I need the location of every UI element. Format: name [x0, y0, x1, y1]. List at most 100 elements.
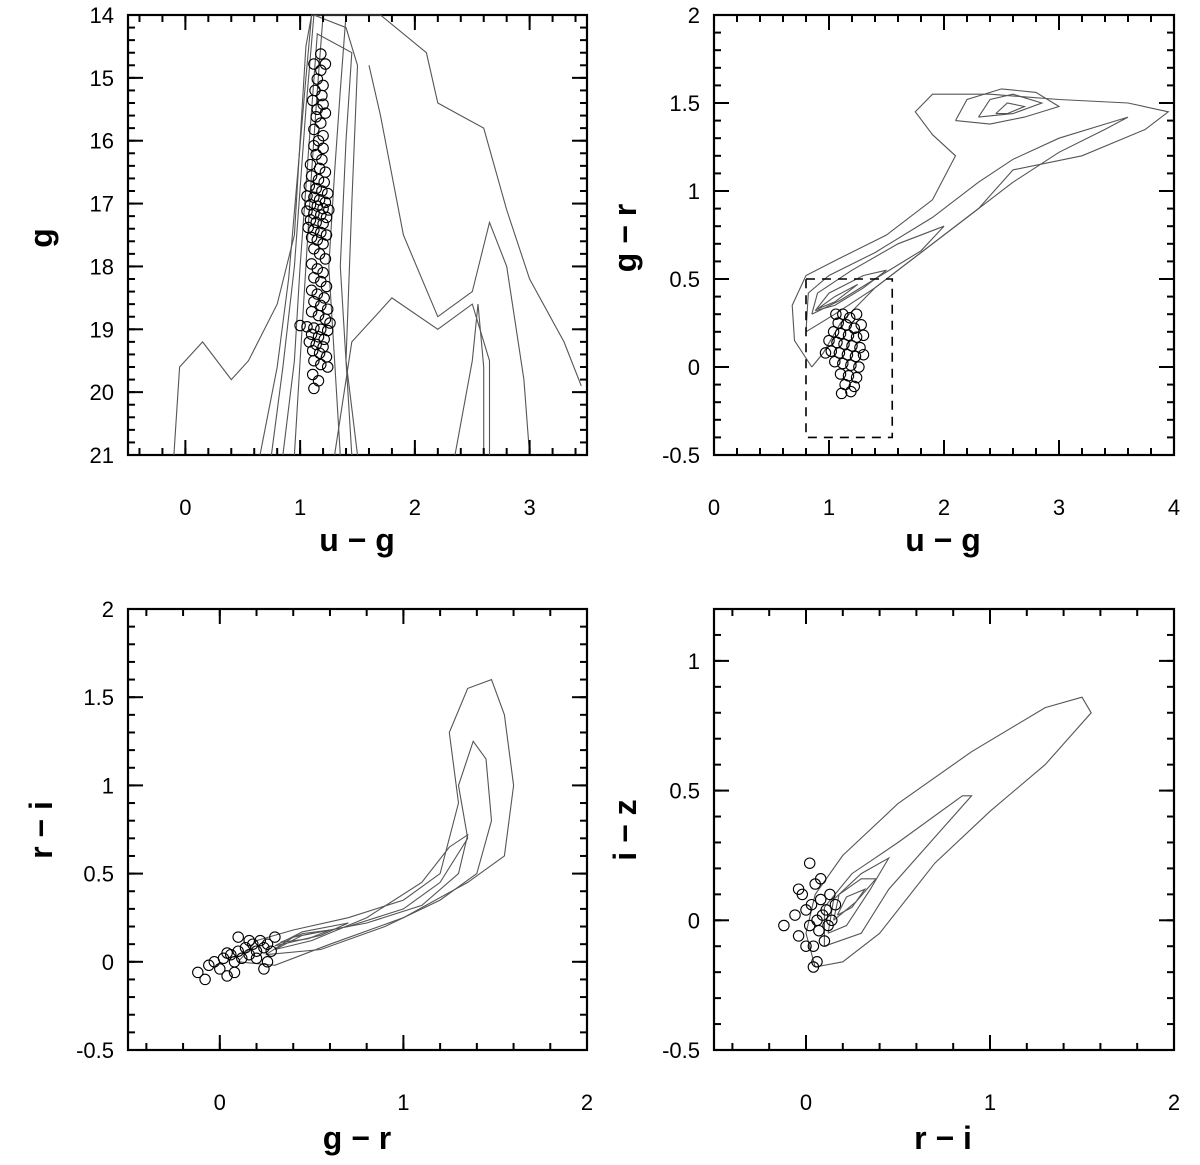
y-axis-label: g − r — [607, 204, 643, 272]
density-contour — [259, 14, 313, 456]
data-point — [199, 973, 211, 986]
data-point — [319, 253, 332, 265]
density-contour — [817, 283, 859, 310]
data-point — [305, 305, 318, 318]
data-point — [312, 331, 325, 343]
extras-layer — [805, 278, 894, 439]
data-point — [236, 952, 248, 965]
data-point — [306, 368, 319, 381]
data-point — [845, 385, 857, 398]
y-tick-label: 0 — [102, 950, 114, 975]
points-layer — [294, 48, 336, 395]
y-tick-label: 0.5 — [669, 267, 700, 292]
density-contour — [265, 740, 493, 956]
x-tick-label: 3 — [524, 495, 536, 520]
data-point — [306, 344, 319, 357]
y-tick-label: 16 — [90, 129, 114, 154]
data-point — [301, 321, 313, 333]
data-point — [321, 361, 334, 373]
data-point — [811, 956, 823, 968]
data-point — [258, 941, 270, 954]
data-point — [203, 959, 215, 972]
y-tick-label: 20 — [90, 380, 114, 405]
data-point — [825, 345, 838, 357]
data-point — [807, 940, 820, 952]
density-contour — [274, 833, 469, 951]
y-tick-label: 1.5 — [669, 91, 700, 116]
x-tick-label: 4 — [1168, 495, 1180, 520]
data-point — [311, 73, 324, 85]
x-tick-label: 1 — [984, 1090, 996, 1115]
panel-r-i-vs-g-r: 0 1 2 -0.5 0 0.5 1 1.5 2 g − r r − i — [23, 597, 593, 1156]
data-point — [792, 930, 805, 942]
data-point — [308, 354, 320, 367]
data-point — [838, 338, 850, 350]
x-tick-label: 1 — [397, 1090, 409, 1115]
data-point — [820, 904, 832, 916]
x-tick-label: 0 — [179, 495, 191, 520]
y-tick-label: -0.5 — [662, 1038, 700, 1063]
data-point — [841, 348, 854, 361]
y-tick-label: 19 — [90, 317, 114, 342]
data-point — [837, 308, 849, 320]
data-point — [308, 123, 320, 136]
x-tick-label: 3 — [1053, 495, 1065, 520]
density-contour — [823, 795, 973, 947]
data-point — [308, 224, 320, 236]
data-point — [250, 952, 263, 965]
points-layer — [819, 308, 870, 400]
data-point — [243, 948, 255, 961]
x-tick-label: 2 — [581, 1090, 593, 1115]
data-point — [232, 931, 244, 943]
data-point — [814, 893, 827, 906]
data-point — [827, 326, 840, 338]
data-point — [308, 207, 320, 220]
data-point — [269, 931, 281, 943]
data-point — [805, 898, 818, 911]
y-tick-label: -0.5 — [662, 443, 700, 468]
y-tick-label: -0.5 — [76, 1038, 114, 1063]
data-point — [830, 308, 842, 320]
data-point — [321, 187, 334, 200]
data-point — [857, 329, 870, 342]
data-point — [315, 358, 327, 371]
data-point — [312, 173, 325, 186]
data-point — [232, 945, 244, 957]
data-point — [247, 938, 259, 950]
panel-g-vs-u-g: 0 1 2 3 14 15 16 17 18 19 20 21 u − g g — [23, 3, 589, 558]
data-point — [803, 857, 816, 869]
x-tick-label: 0 — [708, 495, 720, 520]
density-contour — [833, 878, 878, 921]
points-layer — [778, 857, 842, 973]
data-point — [324, 317, 336, 329]
y-tick-label: 14 — [90, 3, 114, 28]
selection-box — [805, 278, 894, 439]
data-point — [305, 231, 318, 244]
panel-g-r-vs-u-g: 0 1 2 3 4 -0.5 0 0.5 1 1.5 2 u − g g − r — [607, 3, 1180, 558]
y-axis-label: r − i — [23, 801, 59, 859]
data-point — [318, 292, 330, 304]
data-point — [803, 919, 816, 932]
density-contour — [368, 65, 531, 456]
data-point — [302, 221, 314, 234]
x-axis-label: r − i — [914, 1120, 972, 1156]
data-point — [843, 311, 856, 324]
density-contour — [978, 93, 1044, 118]
x-tick-label: 2 — [1168, 1090, 1180, 1115]
data-point — [819, 347, 832, 359]
y-tick-label: 1 — [688, 179, 700, 204]
contour-layer — [173, 14, 582, 456]
x-tick-label: 0 — [214, 1090, 226, 1115]
x-tick-label: 2 — [409, 495, 421, 520]
data-point — [857, 348, 870, 361]
data-point — [818, 935, 831, 947]
data-point — [308, 58, 320, 70]
density-contour — [836, 887, 867, 916]
contour-layer — [791, 88, 1170, 368]
data-point — [305, 328, 318, 341]
y-tick-label: 0 — [688, 908, 700, 933]
y-tick-label: 1 — [102, 773, 114, 798]
data-point — [317, 217, 329, 230]
data-point — [265, 945, 277, 957]
x-tick-label: 1 — [294, 495, 306, 520]
